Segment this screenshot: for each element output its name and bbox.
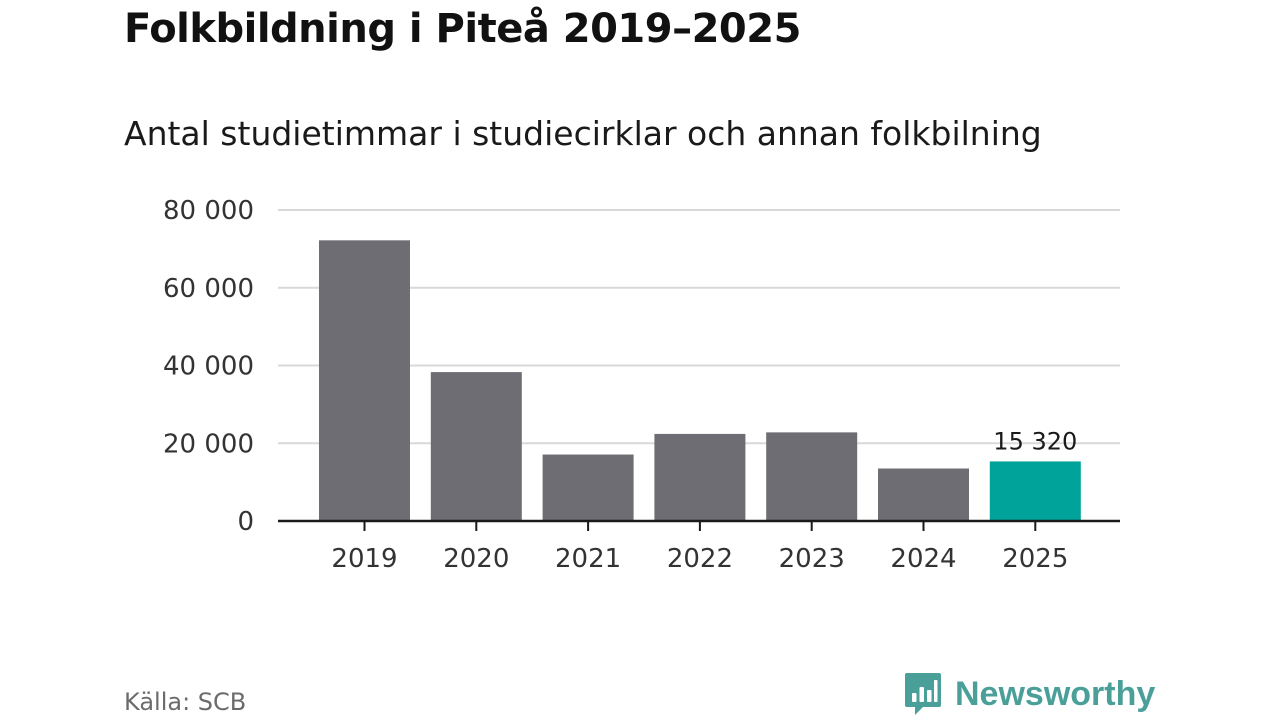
labels: 0 20 000 40 000 60 000 80 000 2019 2020 2021 202…	[163, 196, 1077, 574]
x-tick-label: 2020	[443, 544, 509, 574]
brand-name: Newsworthy	[955, 674, 1156, 713]
bar-2025	[989, 461, 1081, 521]
bar-2021	[542, 454, 634, 521]
chart-title: Folkbildning i Piteå 2019–2025	[124, 6, 801, 52]
source-note: Källa: SCB	[124, 688, 247, 716]
y-tick-label: 0	[237, 507, 254, 537]
x-tick-label: 2024	[890, 544, 956, 574]
data-label: 15 320	[993, 427, 1077, 455]
y-tick-label: 80 000	[163, 196, 254, 226]
x-tick-label: 2021	[555, 544, 621, 574]
y-tick-label: 40 000	[163, 352, 254, 382]
y-tick-label: 60 000	[163, 274, 254, 304]
chart-subtitle: Antal studietimmar i studiecirklar och a…	[124, 114, 1042, 153]
x-tick-label: 2019	[331, 544, 397, 574]
bar-2024	[878, 468, 969, 521]
bar-chart: 0 20 000 40 000 60 000 80 000 2019 2020 2021 202…	[163, 196, 1120, 574]
x-tick-label: 2022	[667, 544, 733, 574]
bar-2020	[430, 372, 522, 521]
bar-2023	[766, 432, 858, 521]
axes	[278, 519, 1120, 531]
bar-2022	[654, 433, 746, 521]
x-tick-label: 2023	[779, 544, 845, 574]
y-tick-label: 20 000	[163, 429, 254, 459]
x-tick-label: 2025	[1002, 544, 1068, 574]
bar-2019	[319, 240, 410, 521]
bars	[319, 240, 1081, 521]
newsworthy-logo-icon	[905, 673, 941, 715]
brand-logo: Newsworthy	[903, 671, 1155, 717]
